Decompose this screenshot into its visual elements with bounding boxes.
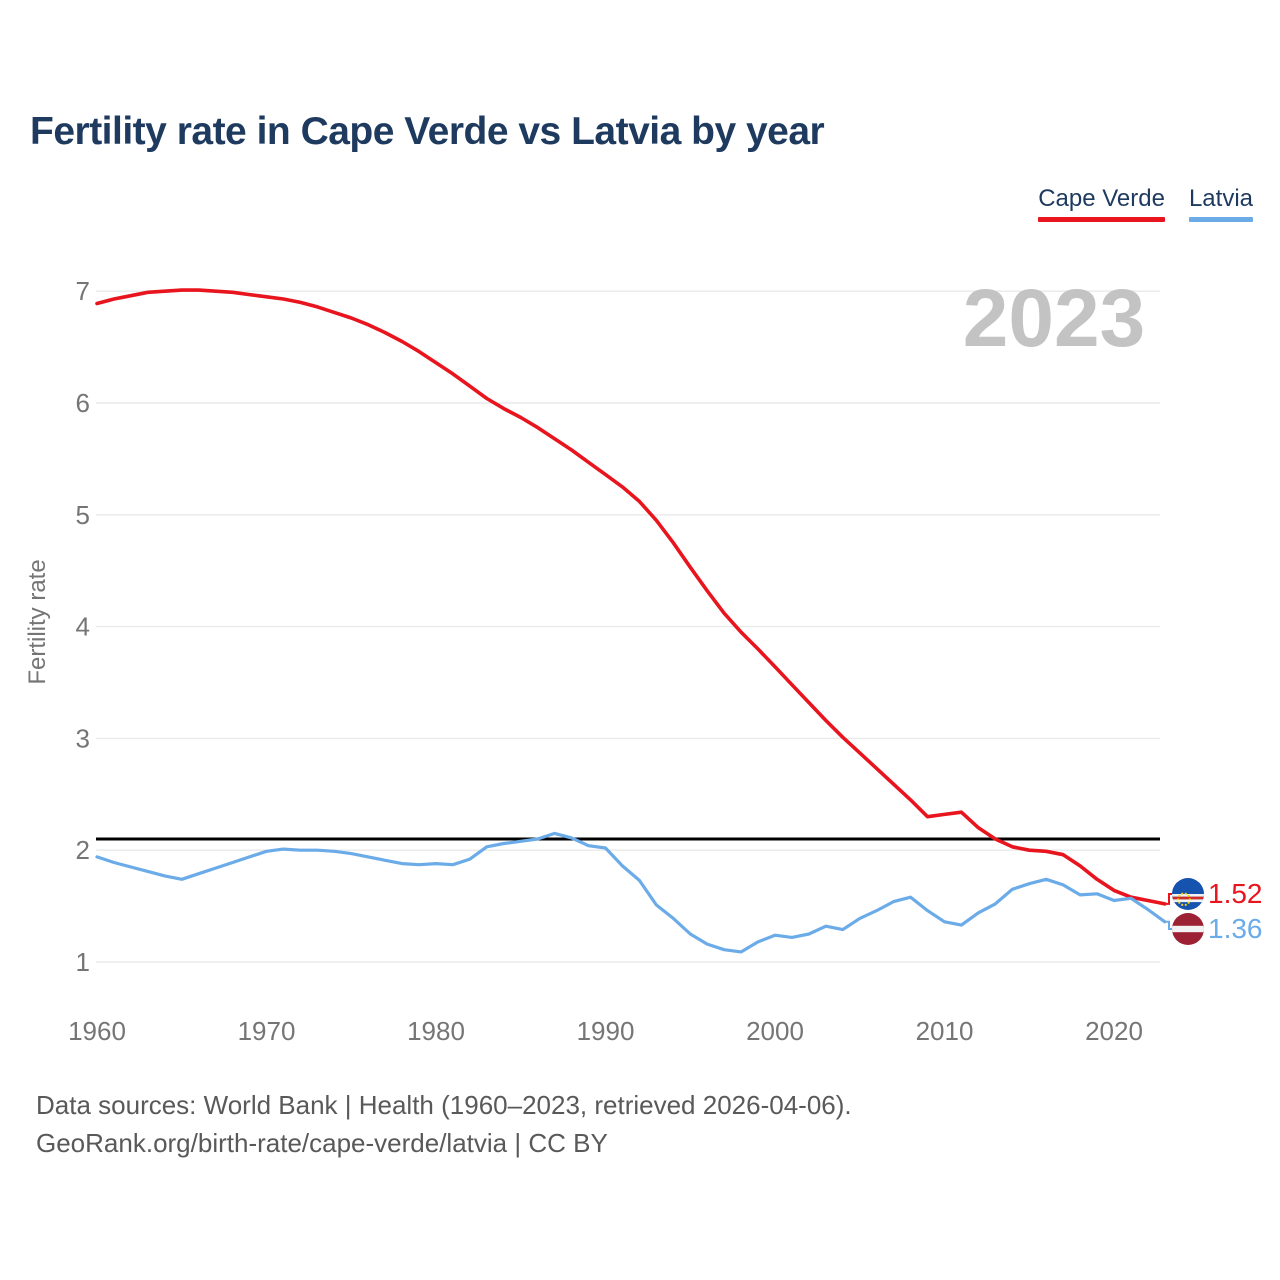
footer-sources: Data sources: World Bank | Health (1960–… bbox=[36, 1090, 852, 1120]
latvia-flag-icon bbox=[1172, 913, 1204, 945]
x-tick-label: 2020 bbox=[1085, 1016, 1143, 1046]
x-tick-label: 1980 bbox=[407, 1016, 465, 1046]
y-tick-label: 2 bbox=[76, 835, 90, 865]
footer: Data sources: World Bank | Health (1960–… bbox=[36, 1086, 852, 1162]
x-tick-label: 2010 bbox=[916, 1016, 974, 1046]
legend-label-latvia: Latvia bbox=[1188, 185, 1253, 212]
legend-item-latvia[interactable]: Latvia bbox=[1188, 185, 1253, 222]
x-tick-label: 1990 bbox=[577, 1016, 635, 1046]
latvia-leader bbox=[1164, 920, 1172, 930]
y-tick-label: 3 bbox=[76, 723, 90, 753]
cape-verde-end-value: 1.52 bbox=[1208, 878, 1263, 909]
footer-attribution: GeoRank.org/birth-rate/cape-verde/latvia… bbox=[36, 1128, 608, 1158]
y-tick-label: 7 bbox=[76, 276, 90, 306]
y-axis-title: Fertility rate bbox=[24, 559, 51, 684]
y-tick-label: 4 bbox=[76, 612, 90, 642]
x-tick-label: 2000 bbox=[746, 1016, 804, 1046]
latvia-line bbox=[95, 831, 1167, 954]
x-tick-label: 1960 bbox=[68, 1016, 126, 1046]
legend-label-cape-verde: Cape Verde bbox=[1038, 185, 1165, 212]
watermark-year: 2023 bbox=[963, 273, 1145, 364]
cape-verde-flag-icon bbox=[1172, 878, 1204, 910]
y-tick-label: 5 bbox=[76, 500, 90, 530]
legend-underline-cape-verde bbox=[1038, 217, 1165, 222]
latvia-end-value: 1.36 bbox=[1208, 913, 1263, 944]
cape-verde-leader bbox=[1164, 893, 1172, 905]
x-tick-label: 1970 bbox=[238, 1016, 296, 1046]
legend: Cape Verde Latvia bbox=[1038, 185, 1253, 222]
y-tick-label: 6 bbox=[76, 388, 90, 418]
cape-verde-line bbox=[95, 288, 1167, 906]
y-tick-label: 1 bbox=[76, 947, 90, 977]
legend-underline-latvia bbox=[1188, 217, 1253, 222]
legend-item-cape-verde[interactable]: Cape Verde bbox=[1038, 185, 1165, 222]
chart-title: Fertility rate in Cape Verde vs Latvia b… bbox=[30, 110, 825, 153]
